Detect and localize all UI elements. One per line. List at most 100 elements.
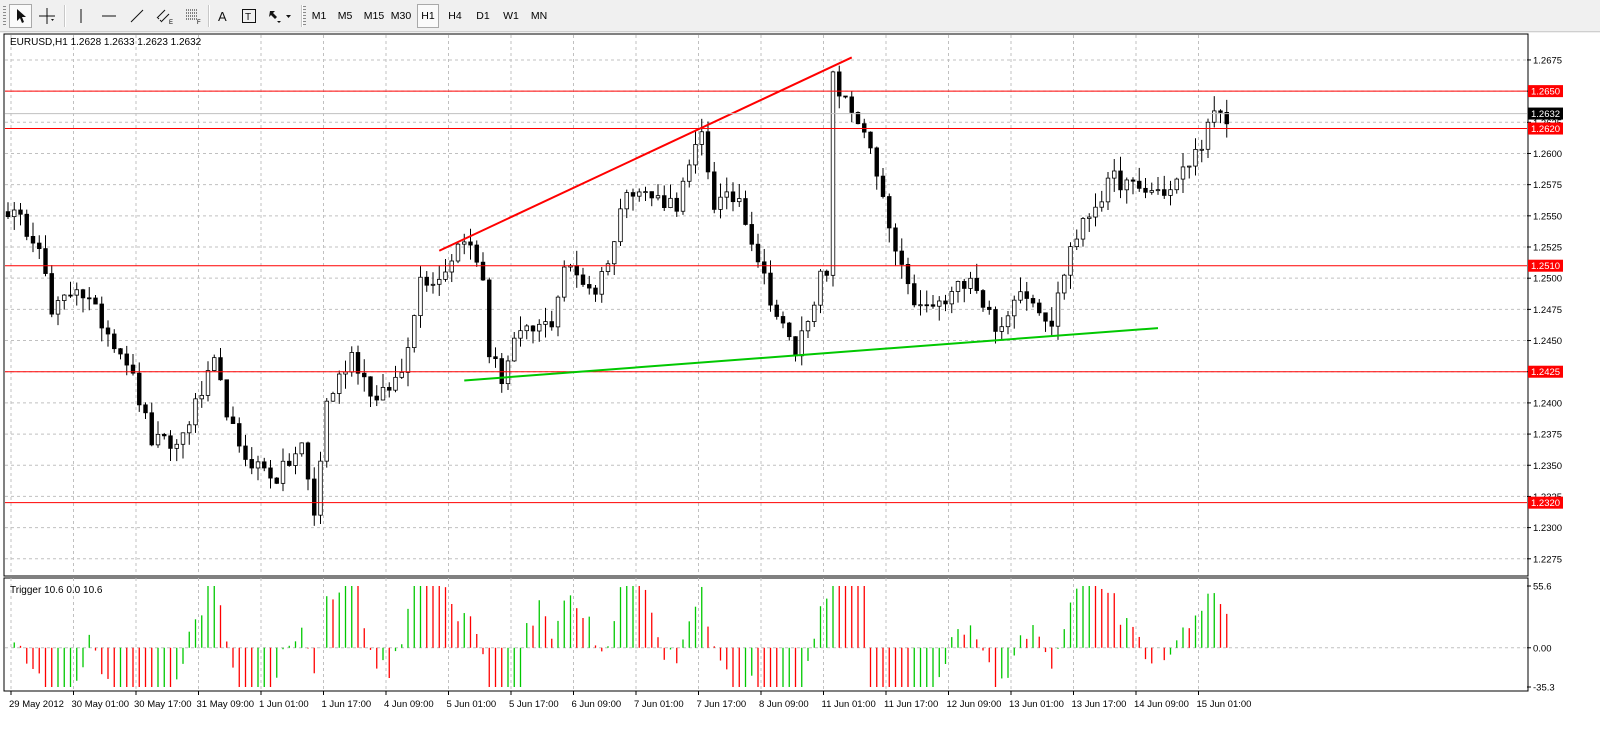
horizontal-line-icon [102, 15, 116, 17]
timeframe-d1-button[interactable]: D1 [476, 10, 490, 22]
indicator-header: Trigger 10.6 0.0 10.6 [10, 585, 103, 596]
candle-body [37, 242, 42, 250]
level-price-label: 1.2510 [1531, 261, 1560, 272]
timeframe-w1-button[interactable]: W1 [503, 10, 519, 22]
timeframe-h4-button[interactable]: H4 [448, 10, 462, 22]
candle-body [130, 364, 136, 374]
price-tick-label: 1.2675 [1533, 55, 1562, 66]
time-tick-label: 30 May 17:00 [134, 699, 192, 710]
trendlines [438, 56, 1159, 382]
price-tick-label: 1.2450 [1533, 336, 1562, 347]
candle-body [993, 309, 998, 332]
candle-body [355, 352, 361, 374]
candle-body [55, 300, 61, 315]
price-tick-label: 1.2275 [1533, 554, 1562, 565]
candle-body [574, 265, 579, 276]
timeframe-m15-button[interactable]: M15 [363, 10, 385, 22]
support-trendline [464, 327, 1159, 382]
candle-body [43, 248, 48, 274]
time-tick-label: 11 Jun 01:00 [822, 699, 876, 710]
candle-body [255, 461, 261, 469]
candle-body [237, 423, 242, 447]
crosshair-tool-button[interactable] [35, 4, 59, 28]
candle-body [637, 191, 642, 197]
trendline-tool-button[interactable] [125, 4, 149, 28]
candle-body [649, 191, 654, 199]
candle-body [443, 271, 448, 280]
time-tick-label: 5 Jun 01:00 [447, 699, 497, 710]
candle-body [674, 197, 679, 212]
candle-body [1168, 189, 1173, 196]
price-chart[interactable]: 1.26751.26501.26251.26001.25751.25501.25… [0, 33, 1600, 733]
candle-body [162, 433, 167, 437]
candle-body [1062, 274, 1067, 294]
candle-body [324, 400, 329, 462]
candle-body [180, 432, 186, 445]
level-price-label: 1.2650 [1531, 87, 1560, 98]
candle-body [5, 211, 11, 218]
candle-body [730, 191, 736, 203]
cursor-tool-button[interactable] [9, 4, 32, 28]
candle-body [930, 304, 936, 307]
candle-body [643, 191, 648, 194]
candle-body [1018, 291, 1023, 301]
candle-body [1087, 216, 1092, 219]
vertical-line-tool-button[interactable] [70, 4, 92, 28]
cursor-arrow-icon [16, 9, 26, 23]
text-tool-button[interactable]: A [212, 4, 234, 28]
time-tick-label: 4 Jun 09:00 [384, 699, 434, 710]
timeframe-m1-button[interactable]: M1 [311, 10, 327, 22]
candle-body [1074, 238, 1079, 248]
trendline-icon [130, 9, 144, 23]
candle-body [780, 316, 786, 324]
candle-body [699, 131, 704, 145]
candle-body [962, 281, 967, 289]
timeframe-h1-button[interactable]: H1 [417, 4, 439, 28]
candle-body [855, 112, 861, 125]
candle-body [187, 424, 192, 434]
candle-body [124, 353, 129, 366]
fibonacci-tool-button[interactable]: F [181, 4, 205, 28]
candle-body [768, 272, 773, 306]
candle-body [205, 370, 211, 396]
candle-body [312, 478, 317, 516]
candle-body [1187, 165, 1192, 168]
candle-body [193, 398, 198, 426]
candle-body [1162, 189, 1167, 196]
candle-body [374, 395, 379, 401]
candle-body [599, 271, 604, 295]
crosshair-icon [39, 8, 55, 24]
candle-body [1199, 148, 1204, 151]
candle-body [505, 360, 511, 385]
candle-body [762, 261, 767, 274]
text-label-tool-button[interactable]: T [238, 4, 260, 28]
candle-body [680, 180, 686, 212]
candle-body [337, 373, 342, 394]
candle-body [774, 304, 779, 317]
candle-body [430, 283, 436, 286]
timeframe-mn-button[interactable]: MN [530, 10, 548, 22]
candle-body [112, 333, 117, 350]
candle-body [80, 289, 86, 299]
candle-body [249, 459, 254, 469]
candle-body [1043, 312, 1048, 322]
horizontal-line-tool-button[interactable] [97, 4, 121, 28]
toolbar-grip[interactable] [3, 6, 6, 26]
level-price-label: 1.2320 [1531, 498, 1560, 509]
candle-body [693, 144, 698, 166]
candle-body [543, 321, 548, 325]
candle-body [1030, 298, 1036, 304]
candle-body [805, 321, 811, 332]
equidistant-channel-tool-button[interactable]: E [153, 4, 177, 28]
time-tick-label: 12 Jun 09:00 [947, 699, 1002, 710]
candle-body [912, 283, 917, 306]
arrows-tool-button[interactable] [264, 4, 296, 28]
candle-body [718, 196, 723, 210]
candle-body [455, 243, 461, 262]
candle-body [943, 300, 948, 305]
timeframe-m30-button[interactable]: M30 [390, 10, 412, 22]
time-tick-label: 13 Jun 01:00 [1009, 699, 1064, 710]
candle-body [280, 460, 286, 484]
candle-body [168, 435, 173, 449]
timeframe-m5-button[interactable]: M5 [337, 10, 353, 22]
